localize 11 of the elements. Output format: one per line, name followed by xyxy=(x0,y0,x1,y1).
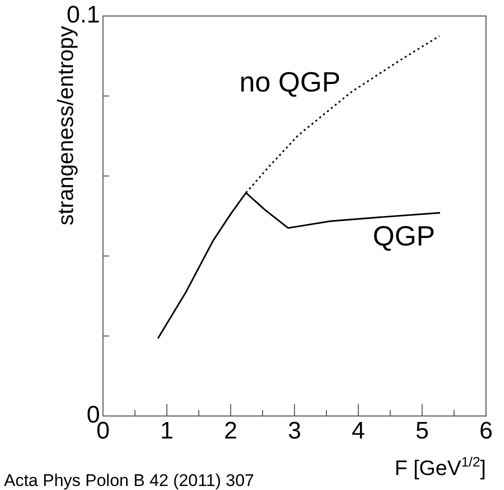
text: Acta Phys Polon B 42 (2011) 307 xyxy=(4,471,254,490)
series-label: no QGP xyxy=(239,66,341,98)
y-axis-title: strangeness/entropy xyxy=(53,26,78,226)
x-tick-label: 2 xyxy=(224,418,238,445)
x-tick-label: 1 xyxy=(160,418,174,445)
x-tick-label: 3 xyxy=(288,418,302,445)
x-tick-label: 5 xyxy=(415,418,429,445)
series-label: QGP xyxy=(372,220,436,252)
x-tick-label: 6 xyxy=(479,418,493,445)
x-tick-label: 4 xyxy=(352,418,366,445)
y-tick-label: 0.1 xyxy=(66,2,100,29)
